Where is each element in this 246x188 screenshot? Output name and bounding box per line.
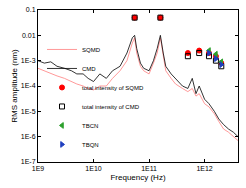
svg-text:1E-4: 1E-4: [21, 82, 36, 89]
svg-text:total intensity of SQMD: total intensity of SQMD: [82, 85, 144, 91]
svg-text:0.01: 0.01: [22, 32, 36, 39]
svg-text:TBQN: TBQN: [82, 142, 99, 148]
svg-text:0.1: 0.1: [26, 6, 36, 13]
svg-text:Frequency (Hz): Frequency (Hz): [110, 173, 165, 182]
svg-text:1E10: 1E10: [85, 165, 101, 172]
svg-text:CMD: CMD: [82, 66, 96, 72]
svg-text:1E-7: 1E-7: [21, 158, 36, 165]
svg-text:1E9: 1E9: [32, 165, 45, 172]
svg-text:SQMD: SQMD: [82, 47, 101, 53]
svg-text:1E12: 1E12: [196, 165, 212, 172]
svg-text:TBCN: TBCN: [82, 123, 98, 129]
svg-text:total intensity of CMD: total intensity of CMD: [82, 104, 140, 110]
svg-text:1E-6: 1E-6: [21, 133, 36, 140]
svg-text:1E11: 1E11: [141, 165, 157, 172]
svg-text:1E-3: 1E-3: [21, 57, 36, 64]
svg-text:RMS amplitude (nm): RMS amplitude (nm): [10, 49, 19, 123]
svg-text:1E-5: 1E-5: [21, 108, 36, 115]
